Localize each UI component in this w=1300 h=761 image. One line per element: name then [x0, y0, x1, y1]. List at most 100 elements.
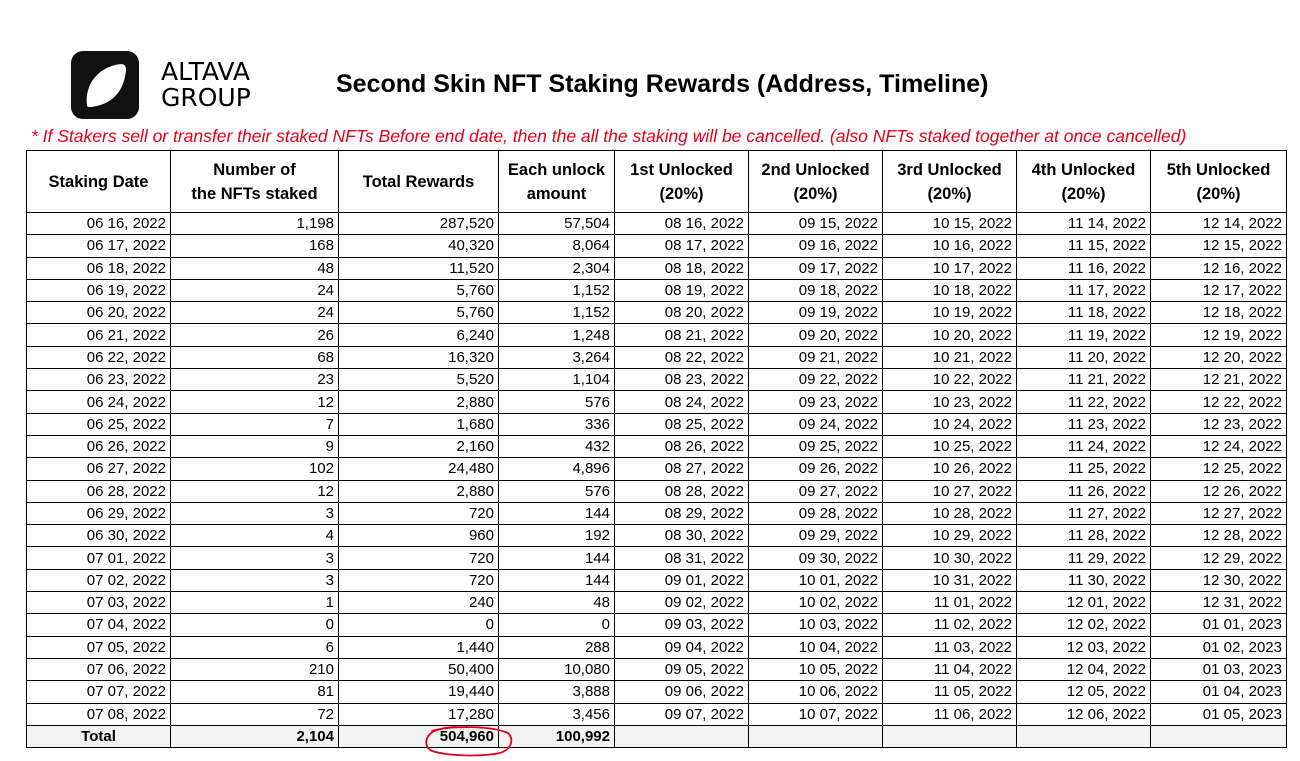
company-name-line2: GROUP [161, 83, 251, 112]
staking-date-cell: 06 24, 2022 [26, 390, 171, 414]
staking-date-cell: 06 23, 2022 [26, 368, 171, 392]
nfts-staked-cell: 1 [170, 591, 339, 615]
nfts-staked-cell: 3 [170, 568, 339, 593]
staking-date-cell: 07 08, 2022 [26, 702, 171, 726]
each-unlock-cell: 288 [498, 635, 615, 659]
total-rewards-cell: 2,160 [338, 434, 499, 459]
total-rewards-cell: 40,320 [338, 234, 499, 258]
unlock-3-cell: 10 15, 2022 [882, 211, 1017, 236]
unlock-3-cell: 10 18, 2022 [882, 278, 1017, 303]
unlock-4-cell: 11 22, 2022 [1016, 390, 1151, 414]
unlock-3-cell: 11 03, 2022 [882, 635, 1017, 659]
total-total-rewards-cell: 504,960 [338, 724, 499, 749]
header-5th-unlocked: 5th Unlocked (20%) [1150, 150, 1287, 213]
table-row: 07 03, 2022 1 240 48 09 02, 2022 10 02, 2022 1… [26, 591, 1287, 615]
unlock-3-cell: 10 28, 2022 [882, 501, 1017, 526]
unlock-1-cell: 08 22, 2022 [614, 345, 749, 370]
table-row: 06 24, 2022 12 2,880 576 08 24, 2022 09 23, 2… [26, 390, 1287, 414]
unlock-1-cell: 08 21, 2022 [614, 323, 749, 347]
unlock-3-cell: 11 05, 2022 [882, 680, 1017, 704]
unlock-2-cell: 10 05, 2022 [748, 657, 883, 682]
staking-date-cell: 06 25, 2022 [26, 412, 171, 436]
nfts-staked-cell: 210 [170, 657, 339, 682]
each-unlock-cell: 8,064 [498, 234, 615, 258]
header-each-unlock: Each unlock amount [498, 150, 615, 213]
unlock-2-cell: 09 17, 2022 [748, 256, 883, 280]
unlock-5-cell: 12 15, 2022 [1150, 234, 1287, 258]
total-rewards-cell: 5,760 [338, 301, 499, 325]
unlock-1-cell: 08 23, 2022 [614, 368, 749, 392]
total-rewards-cell: 720 [338, 546, 499, 570]
nfts-staked-cell: 0 [170, 613, 339, 637]
total-each-unlock-cell: 100,992 [498, 724, 615, 749]
unlock-4-cell: 12 06, 2022 [1016, 702, 1151, 726]
table-row: 07 04, 2022 0 0 0 09 03, 2022 10 03, 2022 11 0… [26, 613, 1287, 637]
each-unlock-cell: 3,888 [498, 680, 615, 704]
unlock-2-cell: 09 25, 2022 [748, 434, 883, 459]
unlock-1-cell: 08 24, 2022 [614, 390, 749, 414]
unlock-3-cell: 10 22, 2022 [882, 368, 1017, 392]
unlock-4-cell: 11 16, 2022 [1016, 256, 1151, 280]
unlock-3-cell: 10 25, 2022 [882, 434, 1017, 459]
total-rewards-cell: 1,680 [338, 412, 499, 436]
unlock-5-cell: 12 22, 2022 [1150, 390, 1287, 414]
unlock-4-cell: 11 30, 2022 [1016, 568, 1151, 593]
each-unlock-cell: 432 [498, 434, 615, 459]
each-unlock-cell: 336 [498, 412, 615, 436]
unlock-1-cell: 08 26, 2022 [614, 434, 749, 459]
unlock-4-cell: 11 24, 2022 [1016, 434, 1151, 459]
table-row: 06 30, 2022 4 960 192 08 30, 2022 09 29, 2022… [26, 524, 1287, 548]
unlock-4-cell: 12 02, 2022 [1016, 613, 1151, 637]
header-label: 3rd Unlocked [897, 160, 1002, 179]
unlock-1-cell: 09 06, 2022 [614, 680, 749, 704]
unlock-2-cell: 09 29, 2022 [748, 524, 883, 548]
unlock-2-cell: 09 24, 2022 [748, 412, 883, 436]
table-row: 06 22, 2022 68 16,320 3,264 08 22, 2022 09 21… [26, 345, 1287, 370]
each-unlock-cell: 1,248 [498, 323, 615, 347]
total-rewards-cell: 24,480 [338, 457, 499, 481]
unlock-5-cell: 12 31, 2022 [1150, 591, 1287, 615]
unlock-3-cell: 10 21, 2022 [882, 345, 1017, 370]
each-unlock-cell: 1,152 [498, 301, 615, 325]
unlock-1-cell: 08 31, 2022 [614, 546, 749, 570]
table-row: 07 02, 2022 3 720 144 09 01, 2022 10 01, 2022… [26, 568, 1287, 593]
cancellation-notice: * If Stakers sell or transfer their stak… [31, 126, 1187, 146]
staking-date-cell: 06 22, 2022 [26, 345, 171, 370]
header-label: Each unlock [507, 160, 606, 179]
unlock-5-cell: 01 02, 2023 [1150, 635, 1287, 659]
staking-date-cell: 06 17, 2022 [26, 234, 171, 258]
total-rewards-cell: 960 [338, 524, 499, 548]
unlock-2-cell: 10 07, 2022 [748, 702, 883, 726]
unlock-5-cell: 12 28, 2022 [1150, 524, 1287, 548]
nfts-staked-cell: 81 [170, 680, 339, 704]
unlock-3-cell: 10 31, 2022 [882, 568, 1017, 593]
unlock-2-cell: 09 20, 2022 [748, 323, 883, 347]
unlock-4-cell: 12 01, 2022 [1016, 591, 1151, 615]
unlock-1-cell: 08 29, 2022 [614, 501, 749, 526]
unlock-2-cell: 09 28, 2022 [748, 501, 883, 526]
unlock-1-cell: 08 20, 2022 [614, 301, 749, 325]
each-unlock-cell: 576 [498, 479, 615, 503]
unlock-5-cell: 12 29, 2022 [1150, 546, 1287, 570]
table-header-row: Staking Date Number of the NFTs staked Tota… [26, 150, 1287, 213]
total-rewards-cell: 5,520 [338, 368, 499, 392]
unlock-3-cell: 10 30, 2022 [882, 546, 1017, 570]
staking-date-cell: 06 27, 2022 [26, 457, 171, 481]
nfts-staked-cell: 4 [170, 524, 339, 548]
staking-date-cell: 06 16, 2022 [26, 211, 171, 236]
table-row: 06 20, 2022 24 5,760 1,152 08 20, 2022 09 19,… [26, 301, 1287, 325]
unlock-5-cell: 12 23, 2022 [1150, 412, 1287, 436]
table-row: 07 05, 2022 6 1,440 288 09 04, 2022 10 04, 20… [26, 635, 1287, 659]
header-label: Number of [213, 160, 296, 179]
unlock-2-cell: 09 18, 2022 [748, 278, 883, 303]
unlock-5-cell: 12 17, 2022 [1150, 278, 1287, 303]
staking-date-cell: 07 02, 2022 [26, 568, 171, 593]
header-label: Total Rewards [362, 172, 475, 191]
total-nfts-staked-cell: 2,104 [170, 724, 339, 749]
nfts-staked-cell: 24 [170, 301, 339, 325]
table-row: 06 18, 2022 48 11,520 2,304 08 18, 2022 09 17… [26, 256, 1287, 280]
unlock-4-cell: 11 26, 2022 [1016, 479, 1151, 503]
header-label: the NFTs staked [191, 184, 318, 203]
header-label: (20%) [1196, 184, 1241, 203]
unlock-3-cell: 11 04, 2022 [882, 657, 1017, 682]
